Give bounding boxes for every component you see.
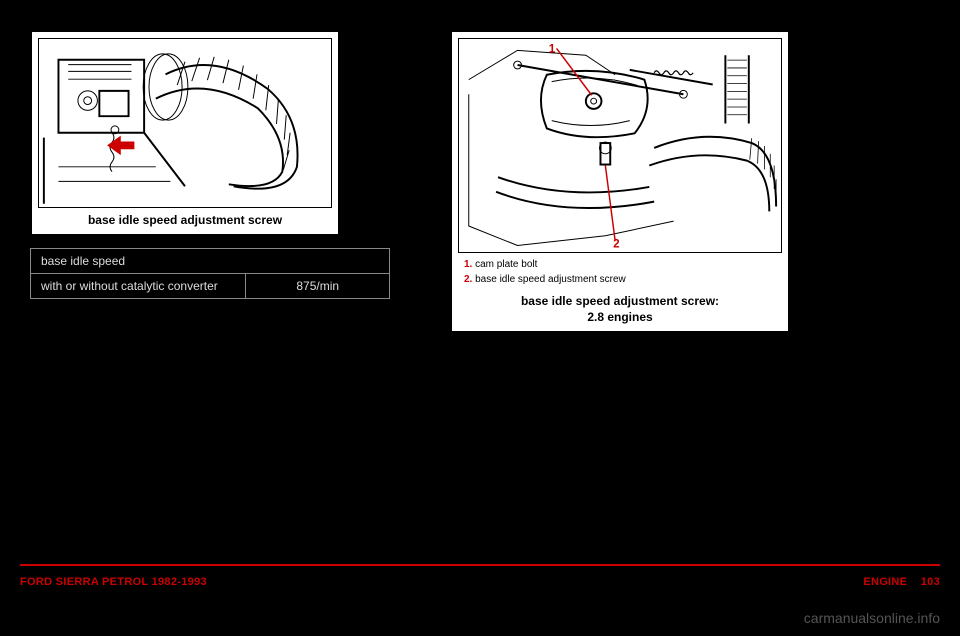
svg-text:1: 1 [549,42,556,55]
spec-label: with or without catalytic converter [31,274,246,299]
figure-caption-left: base idle speed adjustment screw [38,208,332,228]
table-row: with or without catalytic converter 875/… [31,274,390,299]
callout-text: cam plate bolt [475,259,537,270]
callout-item: 1. cam plate bolt [464,257,776,272]
table-row: base idle speed [31,249,390,274]
caption-line: 2.8 engines [587,310,652,324]
figure-caption-right: base idle speed adjustment screw: 2.8 en… [458,289,782,325]
caption-line: base idle speed adjustment screw: [521,294,719,308]
callout-number: 1. [464,259,472,270]
figure-28-engines: 1 2 1. cam plate bolt 2. base idle speed… [450,30,790,333]
figure-idle-screw: base idle speed adjustment screw [30,30,340,236]
spec-header: base idle speed [31,249,390,274]
footer-section: ENGINE [863,576,907,588]
footer-rule [20,564,940,566]
callout-list: 1. cam plate bolt 2. base idle speed adj… [458,253,782,289]
page: base idle speed adjustment screw base id… [0,0,960,636]
illustration-28-engines: 1 2 [458,38,782,253]
watermark: carmanualsonline.info [804,610,940,626]
right-column: 1 2 1. cam plate bolt 2. base idle speed… [450,30,810,351]
spec-value: 875/min [246,274,390,299]
callout-text: base idle speed adjustment screw [475,274,626,285]
svg-text:2: 2 [613,237,620,250]
footer: FORD SIERRA PETROL 1982-1993 ENGINE 103 [20,576,940,588]
callout-number: 2. [464,274,472,285]
illustration-idle-screw [38,38,332,208]
footer-left: FORD SIERRA PETROL 1982-1993 [20,576,207,588]
spec-table: base idle speed with or without catalyti… [30,248,390,299]
callout-item: 2. base idle speed adjustment screw [464,272,776,287]
footer-right: ENGINE 103 [863,576,940,588]
left-column: base idle speed adjustment screw base id… [30,30,390,299]
footer-page: 103 [921,576,940,588]
